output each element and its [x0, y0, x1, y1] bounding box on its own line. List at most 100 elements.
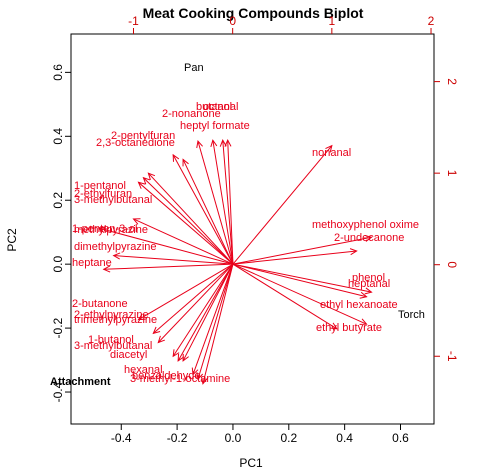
plot-frame [70, 33, 435, 425]
loading-arrowhead [172, 349, 180, 358]
loading-arrow [212, 140, 234, 265]
loading-arrow [172, 154, 234, 265]
loading-arrowhead [359, 318, 368, 325]
loading-arrowhead [224, 139, 232, 147]
loading-label: heptanal [348, 278, 390, 290]
loading-arrow [232, 145, 333, 265]
chart-title: Meat Cooking Compounds Biplot [143, 5, 364, 21]
loading-label: 1-butanol [88, 334, 134, 346]
loading-label: 3-methylbutanal [74, 340, 152, 352]
x-tick-label: 0.6 [392, 431, 409, 445]
loading-arrow [98, 227, 234, 265]
loading-arrowhead [182, 353, 189, 362]
loading-arrowhead [172, 153, 180, 162]
loading-arrowhead [364, 287, 373, 295]
loading-arrow [197, 140, 234, 265]
loading-arrow [232, 263, 367, 325]
loading-label: heptyl formate [180, 120, 250, 132]
observation-label: Torch [398, 309, 425, 321]
loading-arrow [113, 255, 233, 265]
plot-area: -0.4 -0.2 0.0 0.2 0.4 0.6 -0.4 -0.2 0.0 0.2 0.4 0.6… [50, 14, 459, 445]
loading-arrow [138, 181, 234, 265]
loading-arrowhead [102, 265, 111, 273]
y-tick-label: -0.4 [51, 381, 65, 402]
x-tick-label: 0.4 [336, 431, 353, 445]
top-tick-label: 1 [329, 14, 336, 28]
loading-arrowhead [210, 139, 218, 148]
loading-label: 3-methylbutanal [74, 194, 152, 206]
loading-arrowhead [364, 234, 373, 242]
loading-arrow [172, 263, 234, 357]
x-axis-label: PC1 [239, 456, 263, 470]
y-tick-label: 0.4 [51, 128, 65, 145]
top-tick-label: 0 [229, 14, 236, 28]
y-tick-label: 0.6 [51, 64, 65, 81]
loading-arrowhead [359, 291, 368, 299]
loading-label: 2-pentylfuran [111, 130, 175, 142]
loading-arrow [227, 140, 234, 265]
loading-label: 2-butanone [72, 298, 128, 310]
loading-arrowhead [196, 140, 203, 149]
loading-arrowhead [182, 158, 189, 167]
loading-arrow [232, 263, 372, 293]
loading-arrow [192, 263, 234, 375]
top-tick-label: -1 [128, 14, 139, 28]
loading-label: trimethylpyrazine [74, 314, 157, 326]
loading-label: methoxyphenol oxime [312, 219, 419, 231]
y-tick-label: 0.0 [51, 255, 65, 272]
loading-label: 2,3-octanedione [96, 137, 175, 149]
loading-arrow [222, 140, 234, 265]
loading-arrowhead [137, 181, 146, 189]
loading-arrow [202, 264, 234, 384]
loading-arrow [182, 263, 234, 362]
y-axis-label: PC2 [5, 228, 19, 252]
right-tick-label: 2 [445, 78, 459, 85]
loading-label: butanol [196, 101, 232, 113]
loading-label: methylpyrazine [74, 224, 148, 236]
loading-label: phenol [352, 272, 385, 284]
loading-arrow [182, 159, 234, 265]
loading-label: 3-methyl-1-octamine [130, 373, 230, 385]
x-tick-label: 0.0 [225, 431, 242, 445]
observation-label: Pan [184, 62, 204, 74]
loading-label: hexanal [124, 364, 163, 376]
loading-arrow [147, 172, 234, 265]
loading-label: nonanal [312, 147, 351, 159]
right-tick-label: 1 [445, 170, 459, 177]
loading-label: ethyl hexanoate [320, 299, 398, 311]
loading-label: 1-penten-3-ol [72, 223, 137, 235]
loading-arrow [232, 250, 357, 265]
loading-arrowhead [137, 313, 146, 321]
loading-arrowhead [157, 335, 166, 344]
x-tick-label: -0.2 [167, 431, 188, 445]
loading-arrow [232, 236, 372, 265]
loading-arrowhead [201, 376, 208, 385]
loading-arrow [157, 263, 234, 343]
loading-arrowhead [219, 139, 227, 147]
loading-label: heptane [72, 257, 112, 269]
right-tick-label: 0 [445, 261, 459, 268]
loading-arrowhead [112, 252, 121, 260]
loading-arrowhead [349, 248, 358, 256]
loading-label: 2-undecanone [334, 232, 404, 244]
loading-label: octanal [203, 101, 238, 113]
loading-arrow [152, 263, 234, 334]
loading-arrow [143, 177, 234, 265]
loading-label: benzaldehyde [132, 370, 201, 382]
loading-arrow [177, 263, 234, 362]
loading-arrowhead [325, 144, 333, 153]
loading-label: diacetyl [110, 349, 147, 361]
loading-label: ethyl butyrate [316, 322, 382, 334]
loading-label: 2-nonanone [162, 108, 221, 120]
loading-arrow [232, 263, 367, 298]
loading-arrowhead [177, 353, 185, 362]
loading-label: 2-ethylpyrazine [74, 309, 149, 321]
y-tick-label: 0.2 [51, 192, 65, 209]
loading-arrowhead [329, 322, 338, 330]
loading-label: 2-ethylfuran [74, 188, 132, 200]
x-tick-label: 0.2 [280, 431, 297, 445]
y-tick-label: -0.2 [51, 317, 65, 338]
loading-arrowhead [132, 218, 141, 225]
loading-arrow [103, 263, 233, 270]
